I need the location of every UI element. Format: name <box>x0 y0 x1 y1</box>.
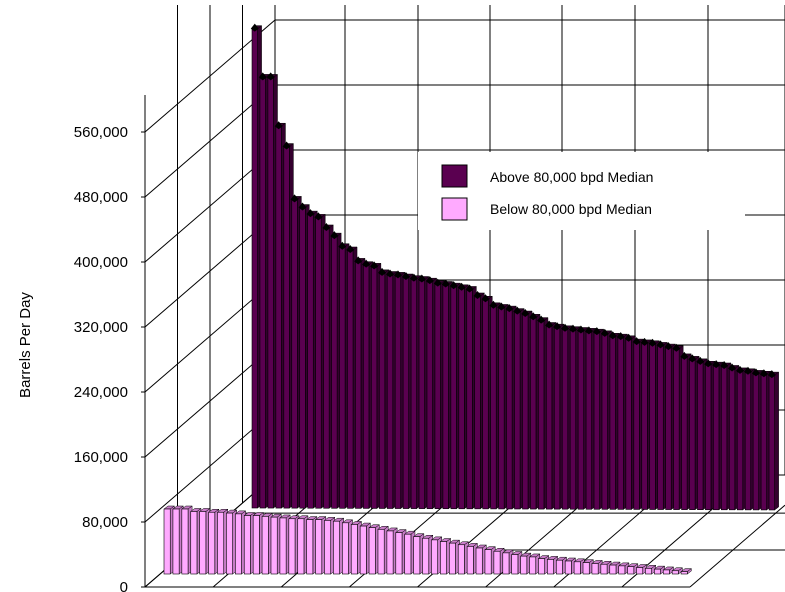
legend: Above 80,000 bpd Median Below 80,000 bpd… <box>418 152 745 230</box>
legend-label-above: Above 80,000 bpd Median <box>490 169 653 185</box>
y-axis-title: Barrels Per Day <box>17 292 34 398</box>
legend-box <box>418 152 745 230</box>
bar-1-58 <box>680 568 693 575</box>
bar-1-57 <box>671 567 684 575</box>
bar-0-65 <box>767 370 780 511</box>
y-tick-label-7: 560,000 <box>74 124 128 141</box>
series-above-median-bars <box>250 23 780 511</box>
y-tick-label-2: 160,000 <box>74 449 128 466</box>
series-below-median-bars <box>163 505 693 575</box>
y-tick-label-5: 400,000 <box>74 254 128 271</box>
legend-label-below: Below 80,000 bpd Median <box>490 201 652 217</box>
floor-right-edge <box>689 504 785 588</box>
y-tick-label-1: 80,000 <box>82 514 128 531</box>
y-tick-label-0: 0 <box>120 579 128 592</box>
legend-swatch-below <box>441 197 468 221</box>
legend-swatch-above <box>441 164 468 188</box>
bar-1-54 <box>644 564 657 575</box>
y-axis-ticks: 0 80,000 160,000 240,000 320,000 400,000 480,0… <box>74 124 145 592</box>
y-tick-label-4: 320,000 <box>74 319 128 336</box>
y-tick-label-6: 480,000 <box>74 189 128 206</box>
y-tick-label-3: 240,000 <box>74 384 128 401</box>
